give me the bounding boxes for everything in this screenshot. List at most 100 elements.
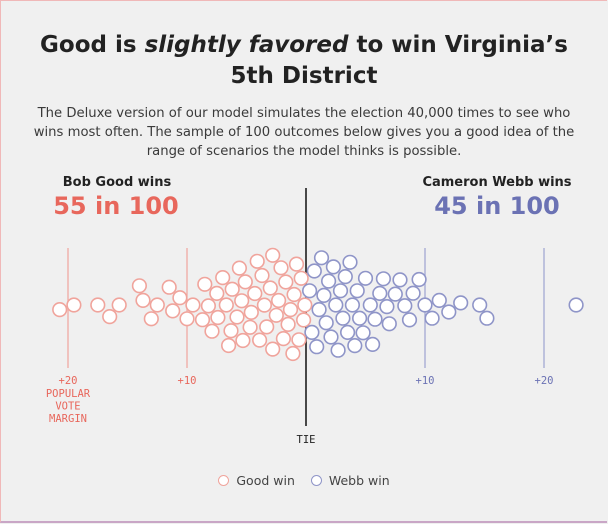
good-outcome-dot [197, 276, 213, 292]
good-outcome-dot [165, 303, 181, 319]
good-outcome-dot [259, 319, 275, 335]
webb-outcome-dot [342, 254, 358, 270]
good-outcome-dot [179, 311, 195, 327]
webb-outcome-dot [347, 338, 363, 354]
webb-outcome-dot [387, 286, 403, 302]
webb-outcome-dot [328, 297, 344, 313]
good-outcome-dot [297, 297, 313, 313]
tick-label: +10 [178, 375, 197, 387]
good-outcome-dot [247, 285, 263, 302]
webb-outcome-dot [313, 250, 330, 266]
good-outcome-dot [252, 332, 268, 348]
webb-outcome-dot [362, 297, 378, 313]
webb-outcome-dot [479, 310, 495, 326]
tick-label: +10 [416, 375, 435, 387]
good-outcome-dot [229, 309, 245, 325]
good-outcome-dot [161, 279, 177, 295]
good-outcome-dot [271, 292, 287, 309]
webb-outcome-dot [337, 269, 353, 285]
webb-outcome-dot [355, 325, 371, 341]
good-outcome-dot [293, 270, 309, 286]
good-outcome-dot [256, 297, 273, 313]
good-outcome-dot [285, 345, 301, 362]
good-outcome-dot [262, 280, 278, 296]
good-wins-count: 55 in 100 [53, 192, 179, 220]
good-outcome-dot [265, 247, 281, 263]
legend-good-label: Good win [236, 473, 295, 488]
headline-emphasis: slightly favored [144, 32, 349, 58]
good-outcome-dot [209, 285, 225, 302]
good-outcome-dot [102, 309, 118, 325]
good-outcome-dot [291, 332, 307, 348]
webb-outcome-dot [431, 292, 447, 309]
webb-outcome-dot [379, 299, 395, 315]
good-outcome-dot [286, 286, 302, 303]
good-outcome-dot [249, 253, 265, 269]
webb-wins-count: 45 in 100 [434, 192, 560, 220]
webb-outcome-dot [453, 295, 469, 311]
axis-title-line: VOTE [55, 401, 80, 413]
subtitle: The Deluxe version of our model simulate… [33, 106, 575, 159]
good-outcome-dot [275, 331, 292, 347]
legend-webb-label: Webb win [328, 473, 390, 488]
good-outcome-dot [149, 297, 165, 313]
good-outcome-dot [273, 260, 289, 276]
webb-outcome-dot [344, 297, 361, 313]
webb-outcome-dot [306, 263, 322, 279]
webb-outcome-dot [392, 272, 408, 288]
tick-label: +20 [59, 375, 78, 387]
webb-outcome-dot [311, 302, 327, 318]
legend-good: Good win [218, 473, 295, 488]
good-outcome-dot [218, 297, 234, 313]
good-wins-label: Bob Good wins [62, 175, 172, 190]
good-outcome-dot [231, 260, 247, 276]
good-outcome-dot [224, 281, 240, 297]
axis-title-line: POPULAR [46, 388, 91, 400]
good-outcome-dot [200, 298, 216, 314]
webb-outcome-dot [332, 283, 349, 299]
webb-outcome-dot [330, 342, 346, 358]
good-outcome-dot [111, 297, 127, 313]
webb-outcome-dot [568, 297, 584, 313]
good-outcome-dot [265, 341, 281, 357]
good-outcome-dot [278, 274, 294, 290]
good-outcome-dot [282, 302, 299, 318]
webb-outcome-dot [441, 304, 457, 320]
webb-outcome-dot [335, 310, 351, 326]
axis-title-line: MARGIN [49, 413, 87, 425]
webb-outcome-dot [381, 316, 397, 332]
good-outcome-dot [194, 312, 211, 328]
webb-wins-label: Cameron Webb wins [422, 175, 572, 190]
good-outcome-dot [223, 323, 239, 339]
good-outcome-dot [52, 302, 68, 318]
webb-outcome-dot [367, 311, 383, 327]
webb-outcome-dot [340, 324, 356, 341]
webb-dot-icon [310, 475, 322, 486]
webb-outcome-dot [321, 273, 337, 289]
webb-outcome-dot [411, 271, 427, 288]
good-outcome-dot [268, 307, 284, 323]
webb-outcome-dot [472, 297, 488, 313]
webb-outcome-dot [309, 339, 325, 355]
headline-suffix: to win Virginia’s 5th District [230, 32, 568, 89]
webb-outcome-dot [316, 287, 332, 304]
good-dot-icon [218, 475, 230, 486]
webb-outcome-dot [304, 324, 320, 341]
good-outcome-dot [131, 278, 147, 294]
webb-outcome-dot [325, 259, 342, 275]
good-outcome-dot [143, 311, 159, 327]
webb-outcome-dot [323, 329, 339, 345]
good-outcome-dot [243, 304, 259, 321]
headline: Good is slightly favored to win Virginia… [20, 30, 588, 92]
webb-outcome-dot [372, 285, 388, 302]
good-outcome-dot [288, 256, 305, 272]
good-outcome-dot [280, 316, 296, 333]
webb-outcome-dot [375, 271, 392, 287]
good-outcome-dot [296, 312, 312, 328]
webb-outcome-dot [352, 310, 368, 326]
webb-outcome-dot [424, 310, 440, 326]
good-outcome-dot [234, 293, 250, 309]
headline-prefix: Good is [40, 32, 145, 58]
webb-outcome-dot [349, 283, 365, 299]
